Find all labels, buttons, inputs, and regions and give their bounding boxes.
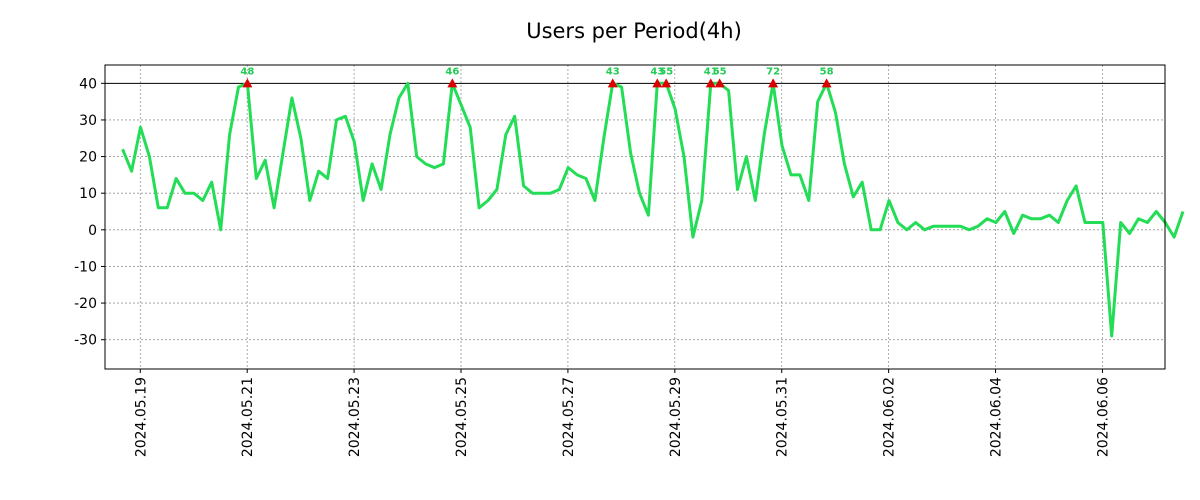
- peak-label: 72: [766, 66, 780, 77]
- y-tick-label: 10: [79, 186, 97, 202]
- series-layer: [105, 81, 1185, 338]
- x-tick-label: 2024.05.31: [775, 377, 791, 457]
- peak-marker: [447, 78, 458, 88]
- peak-label: 43: [606, 66, 620, 77]
- peak-marker: [652, 78, 663, 88]
- x-tick-label: 2024.06.04: [989, 377, 1005, 457]
- peak-label: 43: [650, 66, 664, 77]
- x-axis-ticks: 2024.05.19 2024.05.21 2024.05.23 2024.05.25…: [133, 369, 1111, 457]
- users-series-line: [121, 81, 1185, 338]
- peak-marker: [242, 78, 253, 88]
- peak-marker: [661, 78, 672, 88]
- chart-title: Users per Period(4h): [526, 19, 742, 43]
- x-tick-label: 2024.05.25: [454, 377, 470, 457]
- peak-label: 46: [445, 66, 459, 77]
- peak-marker: [607, 78, 618, 88]
- y-tick-label: 30: [79, 113, 97, 129]
- y-tick-label: -20: [74, 296, 97, 312]
- peak-label: 55: [713, 66, 727, 77]
- x-tick-label: 2024.05.29: [668, 377, 684, 457]
- peak-label: 55: [659, 66, 673, 77]
- x-tick-label: 2024.06.02: [882, 377, 898, 457]
- x-tick-label: 2024.06.06: [1095, 377, 1111, 457]
- y-tick-label: 0: [88, 223, 97, 239]
- grid-lines: [105, 65, 1165, 369]
- y-tick-label: 20: [79, 150, 97, 166]
- x-tick-label: 2024.05.21: [240, 377, 256, 457]
- peak-marker: [714, 78, 725, 88]
- peak-label: 48: [240, 66, 254, 77]
- y-tick-label: -30: [74, 333, 97, 349]
- y-tick-label: 40: [79, 76, 97, 92]
- y-tick-label: -10: [74, 259, 97, 275]
- peak-label: 58: [820, 66, 834, 77]
- peak-marker: [705, 78, 716, 88]
- peak-marker: [821, 78, 832, 88]
- peak-label: 41: [704, 66, 718, 77]
- x-tick-label: 2024.05.23: [347, 377, 363, 457]
- y-axis-ticks: 40 30 20 10 0 -10 -20 -30: [74, 76, 105, 349]
- x-tick-label: 2024.05.27: [561, 377, 577, 457]
- peak-marker: [768, 78, 779, 88]
- plot-frame: [104, 64, 1166, 370]
- x-tick-label: 2024.05.19: [133, 377, 149, 457]
